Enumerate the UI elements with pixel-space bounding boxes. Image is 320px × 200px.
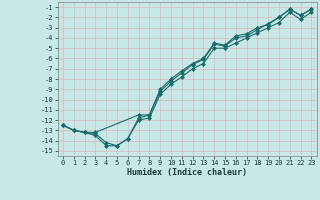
X-axis label: Humidex (Indice chaleur): Humidex (Indice chaleur) bbox=[127, 168, 247, 177]
